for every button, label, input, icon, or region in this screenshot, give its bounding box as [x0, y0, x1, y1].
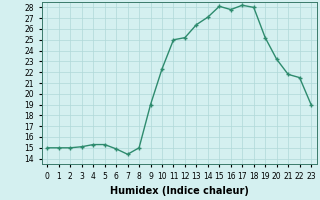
X-axis label: Humidex (Indice chaleur): Humidex (Indice chaleur) [110, 186, 249, 196]
